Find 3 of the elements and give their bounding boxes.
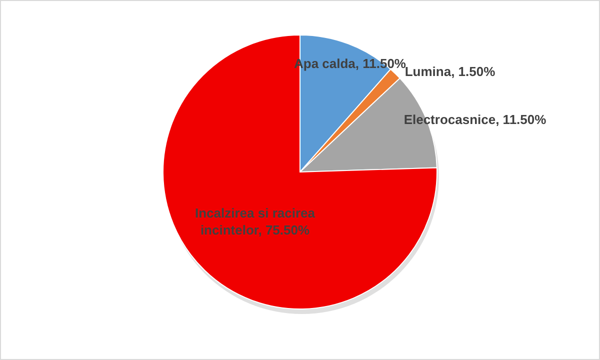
slice-label: Incalzirea si racirea incintelor, 75.50% xyxy=(195,206,316,238)
slice-label: Lumina, 1.50% xyxy=(404,64,496,79)
slice-label: Electrocasnice, 11.50% xyxy=(404,112,547,127)
